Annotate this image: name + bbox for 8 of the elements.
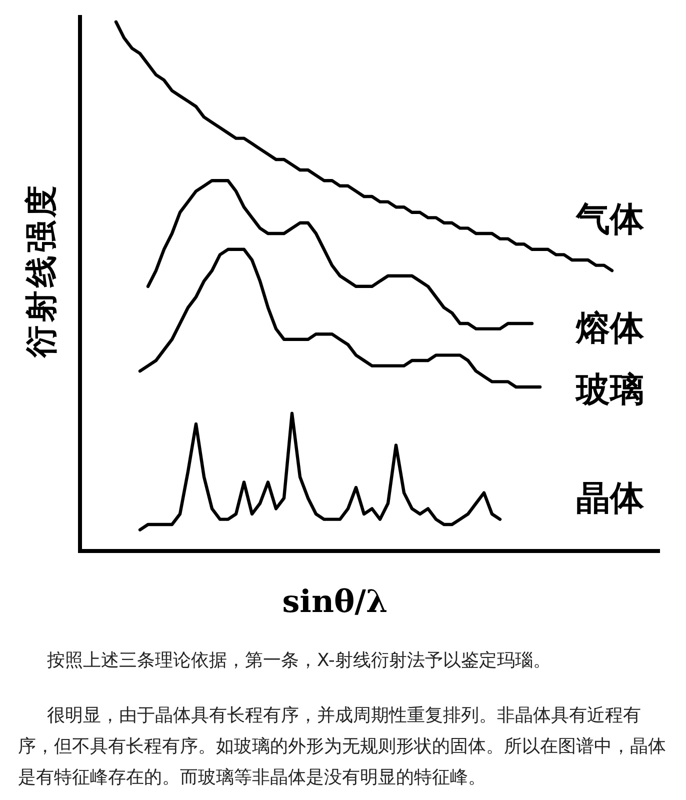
text: 按照上述三条理论依据，第一条，X-射线衍射法予以鉴定玛瑙。 <box>46 649 552 673</box>
x-axis-title: sinθ/λ <box>282 584 388 620</box>
text: 很明显，由于晶体具有长程有序，并成周期性重复排列。非晶体具有近程有序，但不具有长程有序。如玻璃的外形为无规则形状的固体。所以在图谱中，晶体是有特征峰存在的。而玻璃等非晶体是没有明显的特征峰。 <box>18 704 666 790</box>
series-label: 熔体 <box>575 308 645 348</box>
y-axis-title: 衍射线强度 <box>22 182 60 358</box>
series-label: 气体 <box>575 200 645 240</box>
text: 晶体 <box>576 478 645 518</box>
series-label: 玻璃 <box>575 370 644 410</box>
